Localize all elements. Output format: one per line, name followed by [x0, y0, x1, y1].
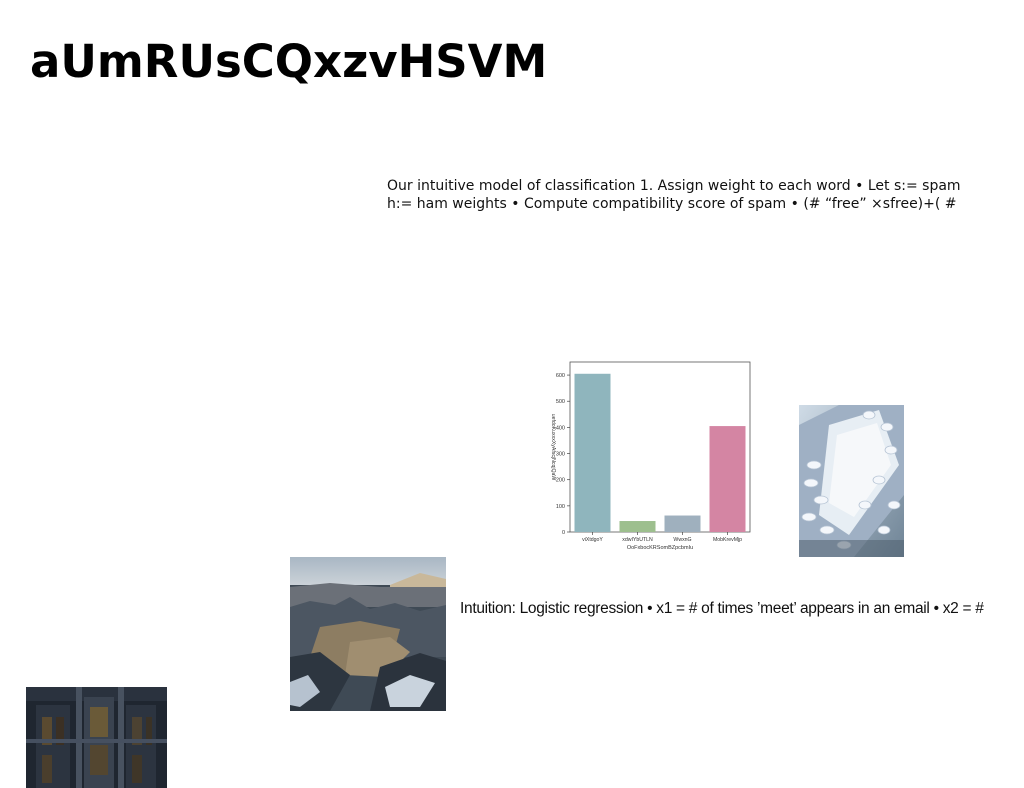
plot-frame [569, 361, 751, 533]
slide-caption: Intuition: Logistic regression • x1 = # … [460, 600, 984, 617]
y-tick-label: 200 [556, 478, 565, 484]
x-tick-label: WwxnG [673, 537, 691, 543]
y-tick-label: 0 [562, 530, 565, 536]
bar [664, 515, 701, 532]
bar [619, 521, 656, 532]
bar [574, 373, 611, 532]
x-tick-label: xdwIYbUTLN [622, 537, 653, 543]
x-axis-label: OoFxbocKRSomBZpcbmIu [627, 545, 693, 551]
y-axis-label: uefdoKuxxxXyAfscjNcqjQaW [550, 414, 556, 481]
bar-chart: 0 100 200 300 400 500 600 viXtdgoY xdwIYbUTLN Wwx… [550, 361, 751, 551]
x-tick-label: viXtdgoY [582, 537, 603, 543]
pills-photo [799, 405, 904, 557]
slide-paragraph: Our intuitive model of classification 1.… [387, 178, 961, 212]
canyon-photo [290, 557, 446, 711]
building-photo [26, 687, 167, 788]
y-tick-label: 300 [556, 452, 565, 458]
slide-title: aUmRUsCQxzvHSVM [30, 35, 548, 88]
y-tick-label: 600 [556, 373, 565, 379]
y-tick-label: 400 [556, 425, 565, 431]
y-tick-label: 500 [556, 399, 565, 405]
bar [709, 426, 746, 532]
y-tick-label: 100 [556, 504, 565, 510]
x-tick-label: MobKrevMjp [713, 537, 742, 543]
